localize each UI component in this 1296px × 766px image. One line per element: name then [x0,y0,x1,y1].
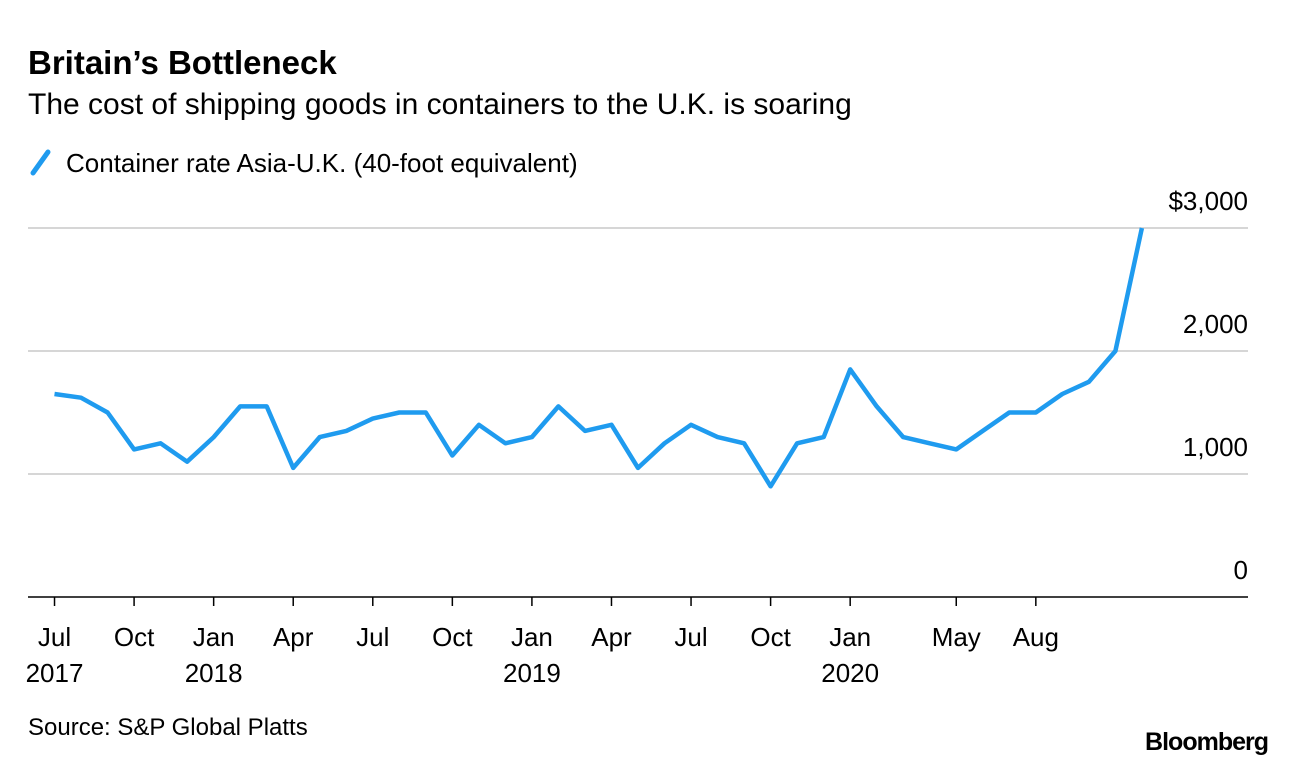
y-tick-label: 2,000 [1183,309,1248,339]
legend-label: Container rate Asia-U.K. (40-foot equiva… [66,148,578,178]
legend-swatch [30,149,51,176]
x-tick-label: 2019 [503,658,561,688]
y-tick-label: 1,000 [1183,432,1248,462]
x-tick-label: Apr [273,622,314,652]
y-tick-label: 0 [1234,555,1248,585]
x-tick-label: Jan [193,622,235,652]
x-tick-label: Aug [1013,622,1059,652]
y-tick-label: $3,000 [1168,186,1248,216]
x-tick-label: 2020 [821,658,879,688]
x-tick-label: Oct [432,622,473,652]
x-tick-label: Jul [38,622,71,652]
x-tick-label: May [932,622,981,652]
x-tick-label: Jan [511,622,553,652]
x-tick-label: Jul [674,622,707,652]
x-tick-label: Jan [829,622,871,652]
x-tick-label: Oct [750,622,791,652]
chart-title: Britain’s Bottleneck [28,44,337,81]
brand: Bloomberg [1145,728,1268,756]
data-line [54,227,1145,489]
source: Source: S&P Global Platts [28,714,308,741]
x-tick-label: Oct [114,622,155,652]
x-tick-label: Apr [591,622,632,652]
x-tick-label: Jul [356,622,389,652]
chart-subtitle: The cost of shipping goods in containers… [28,88,852,121]
x-tick-label: 2018 [185,658,243,688]
x-tick-label: 2017 [26,658,84,688]
